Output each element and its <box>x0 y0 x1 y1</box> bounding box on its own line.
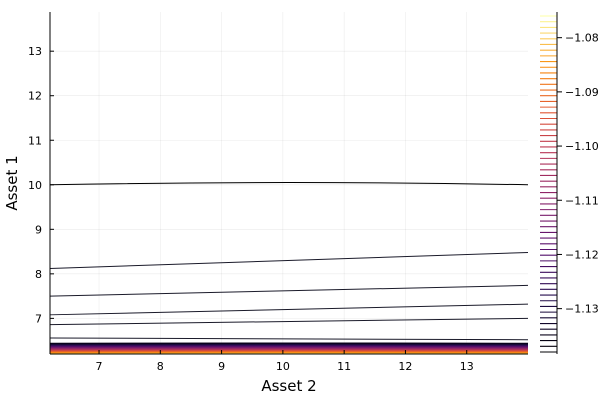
y-tick-label: 8 <box>35 268 42 281</box>
y-tick-label: 11 <box>28 134 42 147</box>
y-tick-label: 13 <box>28 45 42 58</box>
x-tick-label: 7 <box>96 360 103 373</box>
contour-line <box>49 251 529 269</box>
colorbar-tick-label: −1.13 <box>565 303 599 316</box>
colorbar-tick-label: −1.09 <box>565 86 599 99</box>
y-tick-label: 7 <box>35 312 42 325</box>
contour-line <box>49 284 529 297</box>
colorbar-tick-label: −1.08 <box>565 32 599 45</box>
y-tick-label: 12 <box>28 90 42 103</box>
x-axis-title: Asset 2 <box>261 377 316 395</box>
contour-line <box>49 182 529 186</box>
contour-line <box>49 303 529 316</box>
axes <box>49 12 528 355</box>
colorbar: −1.08 −1.09 −1.10 −1.11 −1.12 −1.13 <box>540 12 599 354</box>
colorbar-tick-label: −1.10 <box>565 140 599 153</box>
x-tick-label: 10 <box>276 360 290 373</box>
contour-lines <box>49 182 529 355</box>
x-tick-label: 8 <box>157 360 164 373</box>
x-tick-label: 12 <box>398 360 412 373</box>
contour-line <box>49 317 529 326</box>
colorbar-tick-label: −1.11 <box>565 194 599 207</box>
x-tick-label: 11 <box>337 360 351 373</box>
x-axis-ticks: 7 8 9 10 11 12 13 <box>96 350 474 373</box>
y-axis-title: Asset 1 <box>3 155 21 210</box>
x-tick-label: 9 <box>218 360 225 373</box>
y-tick-label: 9 <box>35 223 42 236</box>
contour-line <box>49 337 529 341</box>
colorbar-tick-label: −1.12 <box>565 248 599 261</box>
x-tick-label: 13 <box>460 360 474 373</box>
y-axis-ticks: 7 8 9 10 11 12 13 <box>28 45 54 325</box>
y-tick-label: 10 <box>28 179 42 192</box>
